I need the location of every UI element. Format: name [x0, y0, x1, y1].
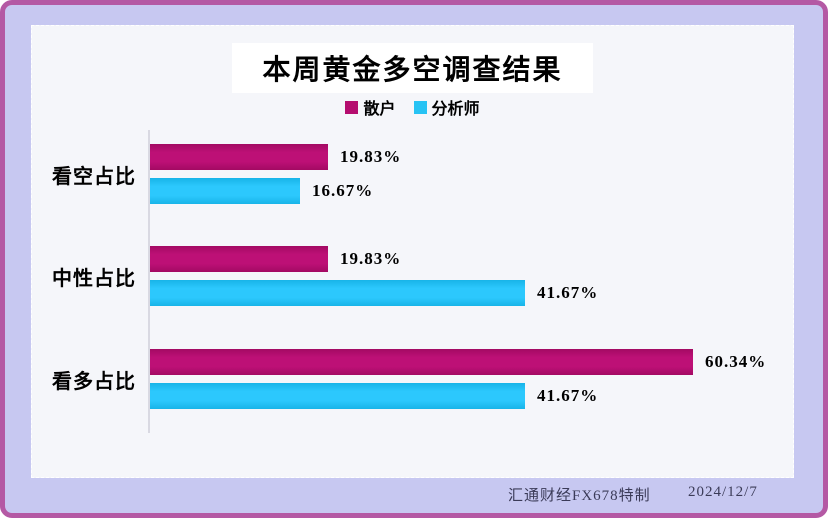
- bar-row: 41.67%: [150, 280, 598, 306]
- bar-散户: [150, 144, 328, 170]
- legend-swatch: [413, 100, 427, 114]
- bar-value-label: 19.83%: [340, 249, 402, 268]
- legend-swatch: [345, 100, 359, 114]
- bar-row: 60.34%: [150, 349, 766, 375]
- category-label: 看多占比: [52, 370, 136, 393]
- plot-area: 看空占比 19.83% 16.67% 中性占比 19.83% 41.67% 看多占比 60.3…: [32, 26, 793, 477]
- chart-legend: 散户 分析师: [32, 95, 793, 119]
- legend-item: 散户: [345, 95, 396, 119]
- bar-group: 中性占比 19.83% 41.67%: [32, 246, 793, 306]
- bar-group: 看多占比 60.34% 41.67%: [32, 349, 793, 409]
- watermark-brand: 汇通财经FX678特制: [508, 488, 651, 504]
- bar-散户: [150, 349, 693, 375]
- bar-value-label: 41.67%: [537, 283, 599, 302]
- title-area: 本周黄金多空调查结果: [32, 43, 793, 93]
- legend-label: 分析师: [431, 101, 480, 118]
- bar-散户: [150, 246, 328, 272]
- bar-分析师: [150, 178, 300, 204]
- bar-row: 16.67%: [150, 178, 373, 204]
- chart-title: 本周黄金多空调查结果: [232, 43, 593, 93]
- category-label: 看空占比: [52, 165, 136, 188]
- bar-row: 19.83%: [150, 246, 401, 272]
- bar-value-label: 60.34%: [705, 352, 767, 371]
- chart-date: 2024/12/7: [688, 484, 758, 500]
- category-axis-line: [148, 130, 150, 433]
- bar-分析师: [150, 280, 525, 306]
- bar-row: 41.67%: [150, 383, 598, 409]
- bar-row: 19.83%: [150, 144, 401, 170]
- chart-card: 本周黄金多空调查结果 散户 分析师 看空占比 19.83% 16.67% 中性占比 19.…: [31, 25, 794, 478]
- bar-value-label: 16.67%: [312, 181, 374, 200]
- category-label: 中性占比: [52, 267, 136, 290]
- bar-value-label: 19.83%: [340, 147, 402, 166]
- bar-value-label: 41.67%: [537, 386, 599, 405]
- bar-group: 看空占比 19.83% 16.67%: [32, 144, 793, 204]
- bar-分析师: [150, 383, 525, 409]
- legend-item: 分析师: [413, 95, 480, 119]
- legend-label: 散户: [363, 101, 396, 118]
